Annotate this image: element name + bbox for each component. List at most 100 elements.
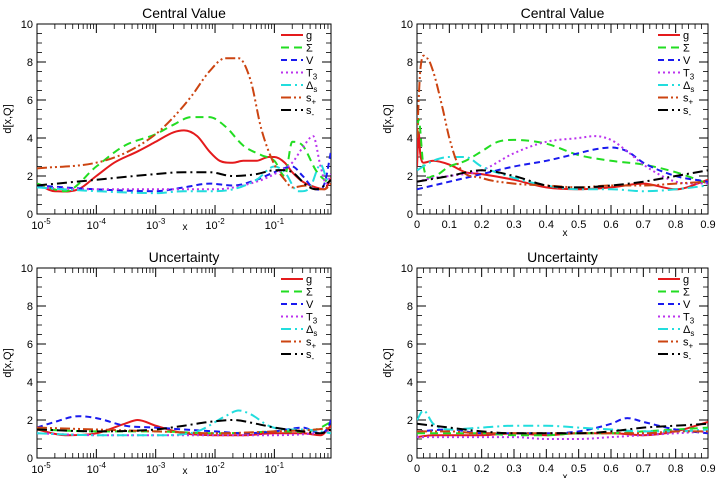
series-line-2	[417, 118, 708, 185]
series-lines	[37, 409, 331, 437]
y-tick-label: 10	[401, 19, 413, 31]
y-tick-label: 4	[407, 133, 413, 145]
y-tick-label: 6	[407, 95, 413, 107]
x-tick-label: 0.5	[571, 219, 586, 231]
x-tick-label: 0.2	[474, 463, 489, 475]
y-tick-label: 2	[27, 415, 33, 427]
x-tick-label: 10-3	[146, 461, 166, 476]
series-line-7	[37, 169, 331, 191]
x-tick-label: 10-1	[265, 461, 285, 476]
x-tick-label: 0.4	[539, 463, 554, 475]
x-axis-label: x	[183, 466, 188, 477]
x-tick-label: 0.4	[539, 219, 554, 231]
legend-label: s+	[683, 337, 694, 351]
y-tick-label: 8	[407, 57, 413, 69]
x-tick-label: 10-2	[205, 217, 225, 232]
y-axis-label: d[x,Q]	[2, 104, 14, 133]
plot-frame	[416, 23, 709, 215]
series-lines	[37, 57, 331, 195]
x-tick-label: 10-4	[87, 461, 107, 476]
legend-label: Σ	[306, 287, 313, 299]
legend-label: Δs	[683, 80, 694, 94]
x-tick-label: 0.3	[506, 463, 521, 475]
chart-panel-4: Uncertainty 0 2 4 6 8 10 d[x,Q] 0 0.1 0.2 0.3 0.4 0.5…	[382, 249, 716, 478]
legend-label: T3	[306, 312, 318, 326]
series-line-1	[417, 131, 708, 191]
legend-label: g	[306, 274, 312, 286]
series-lines	[417, 409, 708, 440]
y-tick-label: 4	[27, 377, 33, 389]
x-tick-label: 0.8	[668, 463, 683, 475]
y-tick-label: 0	[407, 453, 413, 465]
x-tick-label: 0.1	[442, 463, 457, 475]
y-axis-label: d[x,Q]	[2, 348, 14, 377]
x-axis-label: x	[183, 222, 188, 233]
y-tick-label: 8	[27, 301, 33, 313]
series-line-3	[417, 146, 708, 191]
legend-label: s-	[306, 349, 315, 363]
legend-label: s+	[683, 93, 694, 107]
series-line-7	[417, 169, 708, 189]
legend-label: Σ	[683, 287, 690, 299]
y-tick-label: 0	[27, 209, 33, 221]
x-tick-label: 0.9	[700, 219, 715, 231]
y-tick-label: 0	[27, 453, 33, 465]
series-line-7	[37, 419, 331, 435]
legend-label: Σ	[683, 43, 690, 55]
x-tick-label: 0.9	[700, 463, 715, 475]
chart-title: Central Value	[521, 5, 605, 21]
x-tick-label: 10-3	[146, 217, 166, 232]
legend-label: Δs	[306, 324, 317, 338]
y-tick-label: 10	[21, 19, 33, 31]
y-tick-label: 6	[27, 95, 33, 107]
x-tick-label: 0.7	[636, 219, 651, 231]
y-tick-label: 4	[27, 133, 33, 145]
y-tick-label: 2	[407, 415, 413, 427]
x-tick-label: 0	[414, 219, 420, 231]
series-line-5	[37, 163, 331, 195]
legend-label: Δs	[306, 80, 317, 94]
y-tick-label: 0	[407, 209, 413, 221]
y-tick-label: 2	[27, 171, 33, 183]
legend-label: g	[306, 30, 312, 42]
y-tick-label: 8	[27, 57, 33, 69]
series-line-5	[417, 409, 708, 433]
y-tick-label: 2	[407, 171, 413, 183]
legend-label: V	[683, 299, 691, 311]
series-line-7	[417, 422, 708, 435]
legend-label: T3	[306, 68, 318, 82]
legend-label: s-	[683, 349, 692, 363]
chart-panel-3: Uncertainty 0 2 4 6 8 10 d[x,Q] 10-5 10-4 10-3 10-2…	[2, 249, 332, 477]
y-tick-label: 10	[401, 263, 413, 275]
series-line-6	[37, 57, 331, 191]
series-line-2	[37, 116, 331, 193]
x-tick-label: 10-1	[265, 217, 285, 232]
chart-title: Central Value	[142, 5, 226, 21]
legend-label: Δs	[683, 324, 694, 338]
chart-title: Uncertainty	[527, 249, 598, 265]
y-tick-label: 4	[407, 377, 413, 389]
series-line-1	[37, 129, 331, 193]
y-axis-label: d[x,Q]	[382, 348, 394, 377]
series-lines	[417, 54, 708, 193]
x-tick-label: 0.8	[668, 219, 683, 231]
x-tick-label: 0.1	[442, 219, 457, 231]
legend-label: s+	[306, 337, 317, 351]
series-line-4	[417, 430, 708, 440]
chart-panel-2: Central Value 0 2 4 6 8 10 d[x,Q] 0 0.1 0.2 0.3 0.4 0…	[382, 5, 716, 239]
x-axis-label: x	[563, 228, 568, 239]
x-tick-label: 0.6	[603, 463, 618, 475]
x-tick-label: 10-4	[87, 217, 107, 232]
y-tick-label: 6	[27, 339, 33, 351]
y-axis-label: d[x,Q]	[382, 104, 394, 133]
x-tick-label: 0.2	[474, 219, 489, 231]
x-tick-label: 0.3	[506, 219, 521, 231]
legend-label: T3	[683, 312, 695, 326]
x-tick-label: 0	[414, 463, 420, 475]
series-line-5	[417, 156, 708, 193]
